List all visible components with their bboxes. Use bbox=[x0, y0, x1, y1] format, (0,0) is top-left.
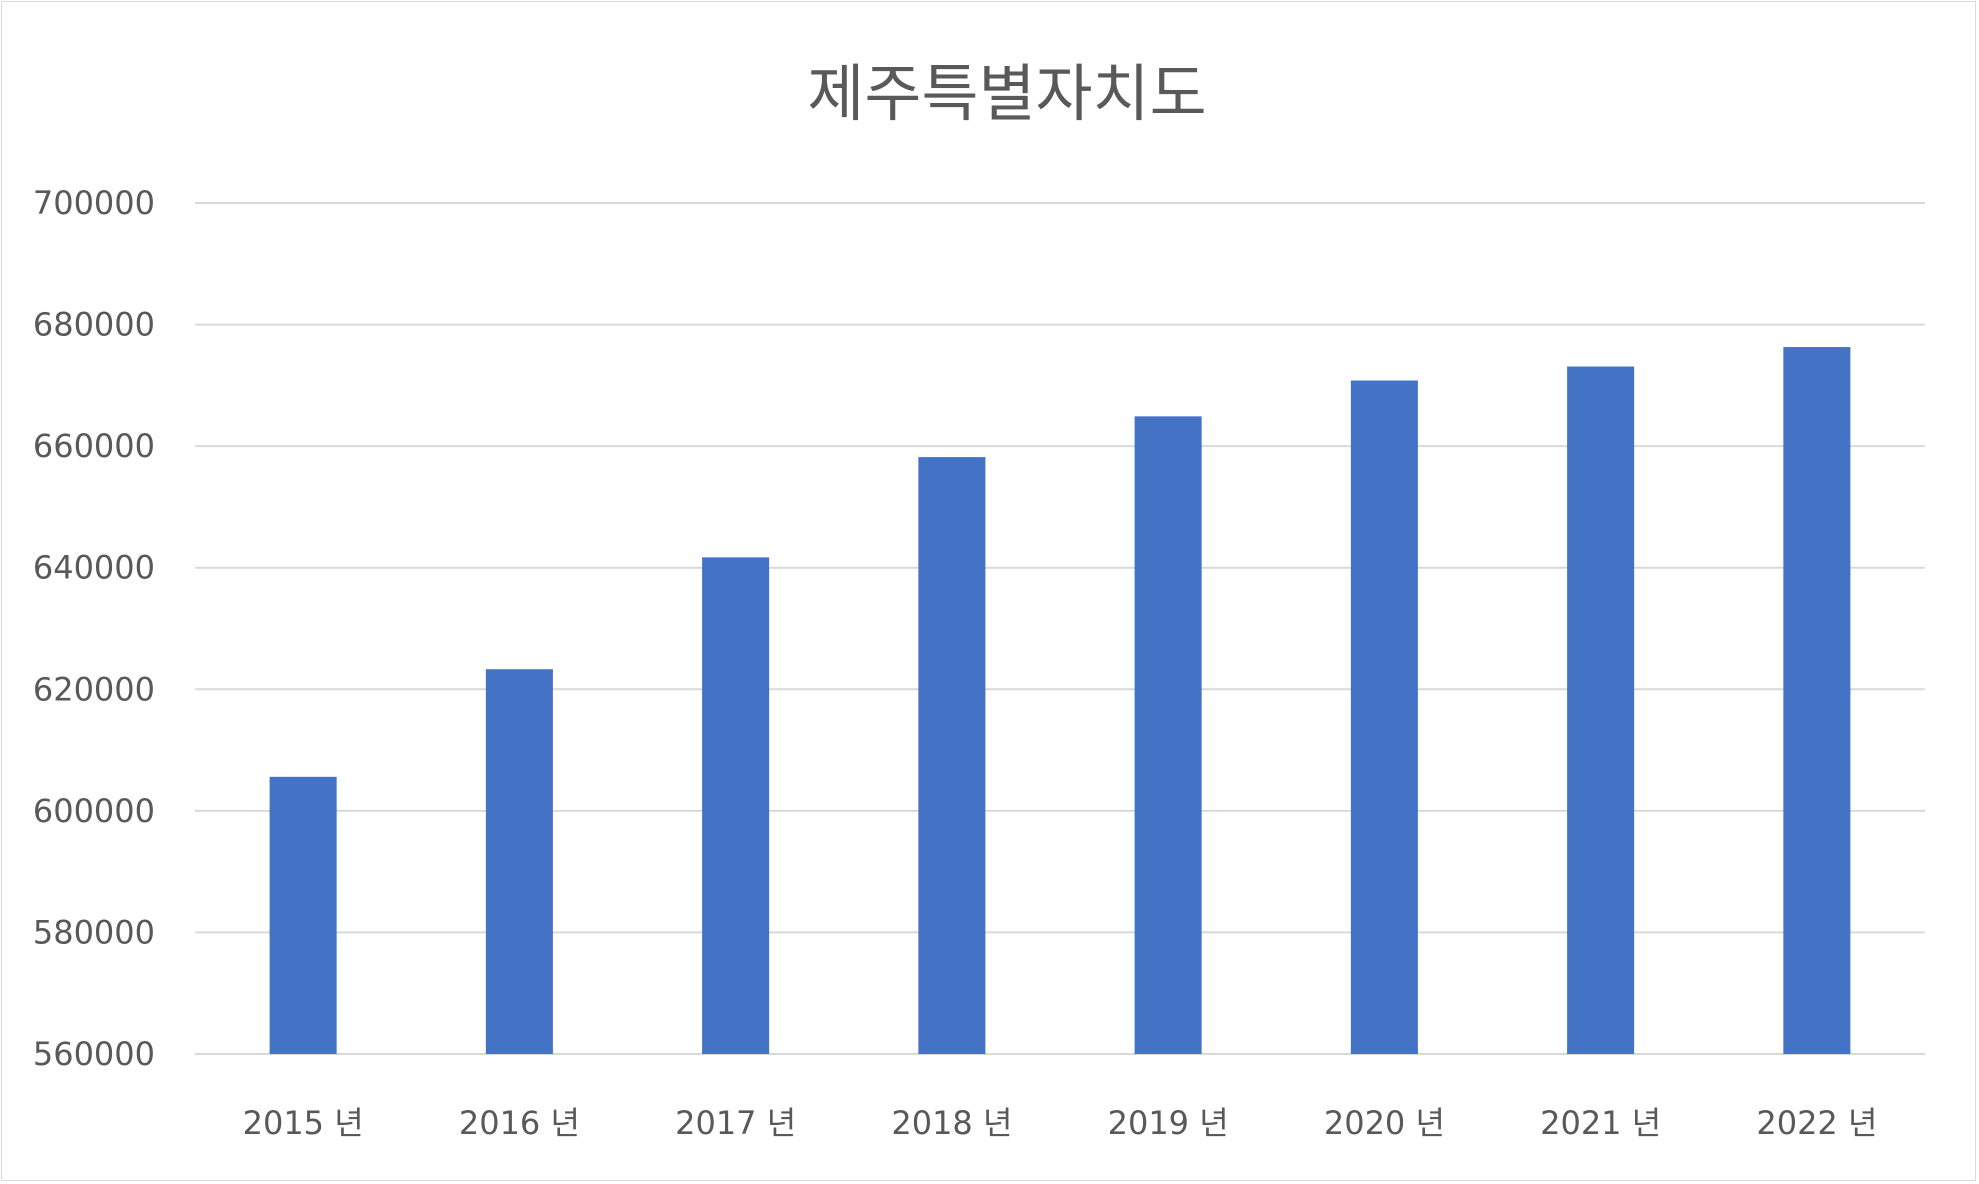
x-tick-label: 2022 년 bbox=[1756, 1104, 1877, 1142]
y-tick-label: 560000 bbox=[33, 1035, 155, 1073]
bar-7 bbox=[1567, 366, 1635, 1055]
gridlines bbox=[195, 202, 1925, 1055]
bar-4 bbox=[918, 457, 986, 1054]
y-tick-label: 680000 bbox=[33, 306, 155, 344]
bar-8 bbox=[1783, 347, 1851, 1054]
bars bbox=[269, 347, 1851, 1055]
chart-title: 제주특별자치도 bbox=[807, 57, 1206, 130]
bar-1 bbox=[269, 776, 337, 1054]
y-tick-label: 580000 bbox=[33, 913, 155, 951]
x-tick-label: 2019 년 bbox=[1108, 1104, 1229, 1142]
y-tick-label: 640000 bbox=[33, 549, 155, 587]
bar-6 bbox=[1350, 380, 1418, 1055]
x-tick-label: 2020 년 bbox=[1324, 1104, 1445, 1142]
x-tick-label: 2018 년 bbox=[891, 1104, 1012, 1142]
bar-5 bbox=[1134, 416, 1202, 1054]
y-tick-label: 660000 bbox=[33, 427, 155, 465]
y-tick-label: 600000 bbox=[33, 792, 155, 830]
x-tick-label: 2015 년 bbox=[243, 1104, 364, 1142]
bar-2 bbox=[485, 669, 553, 1054]
y-tick-label: 620000 bbox=[33, 670, 155, 708]
x-axis-tick-labels: 2015 년 2016 년 2017 년 2018 년 2019 년 2020 년 2021… bbox=[243, 1104, 1878, 1142]
bar-3 bbox=[702, 557, 770, 1054]
x-tick-label: 2016 년 bbox=[459, 1104, 580, 1142]
x-tick-label: 2017 년 bbox=[675, 1104, 796, 1142]
y-tick-label: 700000 bbox=[33, 184, 155, 222]
x-tick-label: 2021 년 bbox=[1540, 1104, 1661, 1142]
y-axis-tick-labels: 560000 580000 600000 620000 640000 660000 6800… bbox=[33, 184, 155, 1073]
